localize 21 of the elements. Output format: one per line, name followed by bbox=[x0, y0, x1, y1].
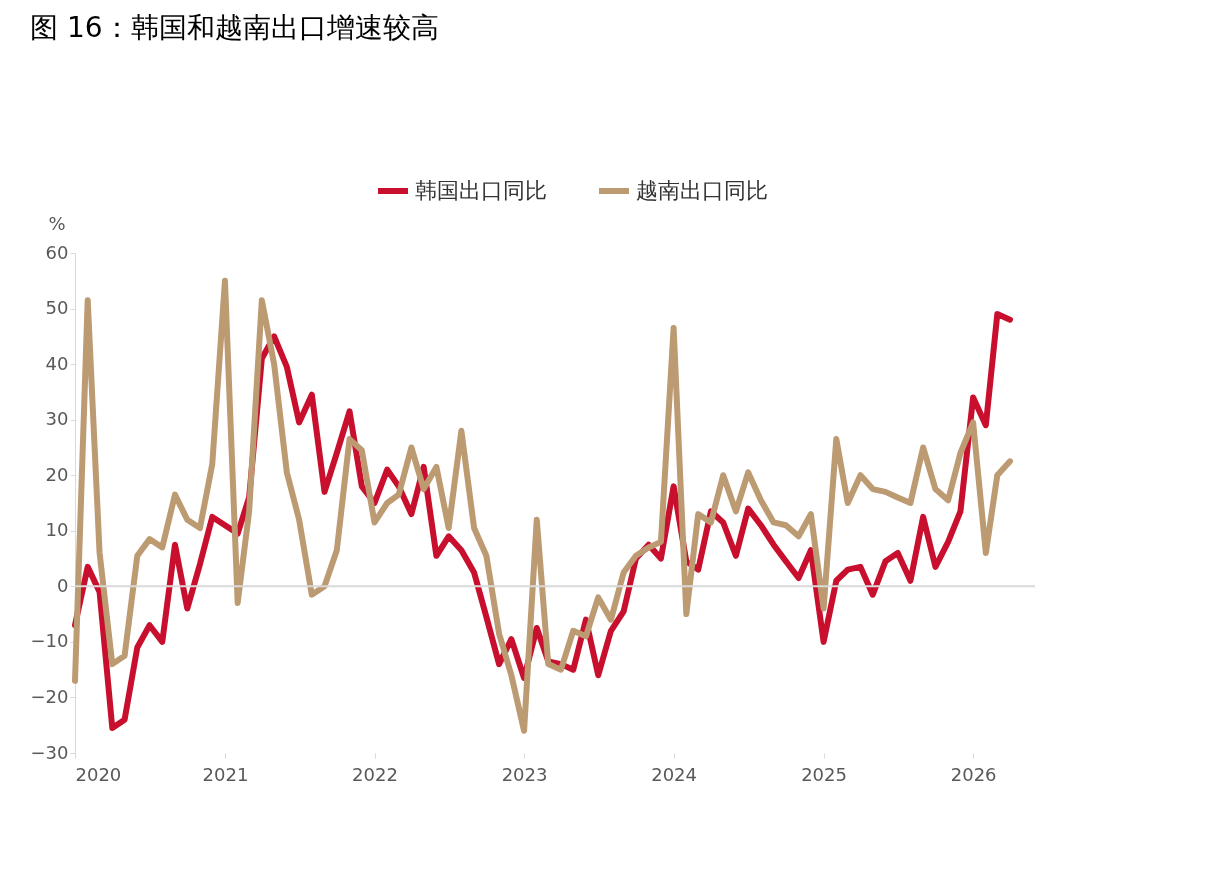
legend-label: 韩国出口同比 bbox=[415, 178, 547, 203]
y-tick-label: −30 bbox=[30, 741, 69, 763]
x-tick-label: 2021 bbox=[202, 763, 249, 785]
legend-label: 越南出口同比 bbox=[636, 178, 768, 203]
y-axis-title: % bbox=[48, 212, 66, 234]
x-tick-label: 2022 bbox=[352, 763, 398, 785]
y-tick-label: 0 bbox=[57, 574, 69, 596]
x-tick-label: 2024 bbox=[651, 763, 698, 785]
y-tick-label: 20 bbox=[45, 463, 69, 485]
y-tick-label: 50 bbox=[45, 297, 69, 319]
y-tick-label: −20 bbox=[30, 685, 69, 707]
y-tick-label: 10 bbox=[45, 519, 69, 541]
y-tick-label: 60 bbox=[45, 241, 69, 263]
x-tick-label: 2020 bbox=[75, 763, 122, 785]
y-tick-label: 40 bbox=[45, 352, 69, 374]
y-tick-label: 30 bbox=[45, 408, 69, 430]
chart-title: 图 16：韩国和越南出口增速较高 bbox=[30, 11, 439, 44]
x-tick-label: 2023 bbox=[501, 763, 548, 785]
y-tick-label: −10 bbox=[30, 630, 69, 652]
x-tick-label: 2026 bbox=[950, 763, 997, 785]
x-tick-label: 2025 bbox=[801, 763, 847, 785]
